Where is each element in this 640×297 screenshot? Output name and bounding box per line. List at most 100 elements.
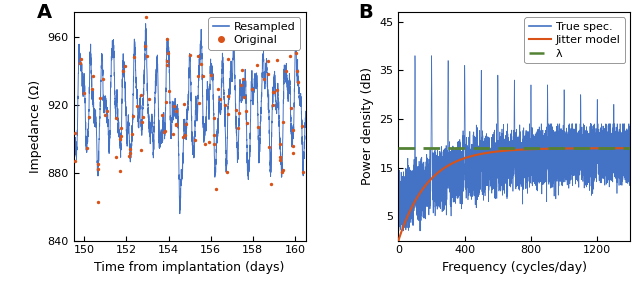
Point (285, 53, 295, 58)
Point (161, 63, 172, 67)
Point (223, 94, 233, 98)
Point (111, 116, 122, 121)
Point (275, 157, 285, 162)
Point (84, 115, 94, 119)
Point (291, 50, 301, 55)
Point (247, 87, 257, 91)
Point (241, 121, 252, 125)
Point (76, 57, 86, 61)
Point (230, 107, 241, 112)
Point (236, 83, 246, 88)
Y-axis label: Power density (dB): Power density (dB) (361, 67, 374, 185)
Point (272, 58, 282, 62)
Point (118, 69, 129, 74)
Point (163, 51, 173, 56)
Point (95, 96, 106, 100)
Point (275, 154, 285, 159)
Point (193, 53, 204, 58)
Point (198, 73, 208, 78)
Point (180, 132, 190, 137)
Point (237, 68, 248, 72)
Point (141, 54, 152, 59)
Point (288, 128, 298, 132)
Point (209, 116, 219, 121)
Point (144, 96, 154, 101)
Point (269, 90, 279, 94)
Point (140, 44, 150, 48)
Point (179, 102, 189, 106)
Point (162, 58, 172, 63)
Point (169, 103, 179, 108)
Point (132, 104, 142, 108)
Point (293, 79, 303, 84)
Text: A: A (36, 3, 52, 22)
Point (271, 87, 282, 92)
Point (266, 181, 276, 186)
Point (159, 130, 170, 135)
Point (138, 115, 148, 120)
Point (285, 106, 296, 110)
Point (115, 169, 125, 174)
Point (221, 169, 232, 174)
Point (184, 53, 195, 57)
Point (99, 77, 109, 81)
Point (241, 108, 251, 113)
Point (189, 138, 200, 143)
Point (74, 61, 84, 65)
Point (102, 109, 112, 114)
Point (125, 147, 136, 152)
Point (263, 72, 273, 77)
Point (79, 91, 90, 96)
Point (120, 63, 130, 68)
X-axis label: Time from implantation (days): Time from implantation (days) (95, 261, 285, 274)
Point (93, 200, 103, 205)
Legend: True spec., Jitter model, λ: True spec., Jitter model, λ (524, 18, 625, 63)
Legend: Resampled, Original: Resampled, Original (208, 18, 300, 50)
Point (215, 97, 225, 101)
Point (233, 125, 243, 130)
Point (161, 100, 171, 105)
Point (178, 134, 188, 139)
Point (171, 122, 181, 127)
Point (136, 93, 146, 98)
Point (206, 72, 216, 77)
Point (209, 133, 219, 138)
Text: B: B (358, 3, 372, 22)
Point (92, 162, 102, 167)
Point (136, 148, 146, 152)
Point (205, 29, 216, 34)
Point (237, 77, 248, 81)
Point (138, 120, 148, 124)
Point (264, 144, 274, 149)
Point (228, 24, 239, 29)
Point (157, 113, 168, 118)
Point (228, 21, 239, 26)
Point (111, 154, 121, 159)
Point (223, 57, 234, 61)
Point (115, 136, 125, 141)
Point (211, 187, 221, 192)
Point (288, 151, 298, 156)
Point (162, 37, 172, 41)
Point (280, 69, 291, 74)
Point (223, 111, 233, 116)
Point (171, 108, 181, 113)
Point (275, 142, 285, 147)
Point (171, 122, 181, 127)
Point (70, 130, 80, 135)
Point (86, 87, 97, 91)
X-axis label: Frequency (cycles/day): Frequency (cycles/day) (442, 261, 587, 274)
Point (93, 167, 103, 172)
Point (116, 126, 127, 131)
Point (140, 15, 150, 19)
Point (116, 133, 127, 138)
Point (209, 141, 220, 146)
Point (234, 110, 244, 115)
Point (129, 55, 140, 60)
Point (287, 143, 298, 148)
Point (213, 86, 223, 91)
Point (277, 168, 287, 172)
Point (292, 69, 302, 74)
Point (82, 145, 92, 150)
Point (262, 59, 273, 63)
